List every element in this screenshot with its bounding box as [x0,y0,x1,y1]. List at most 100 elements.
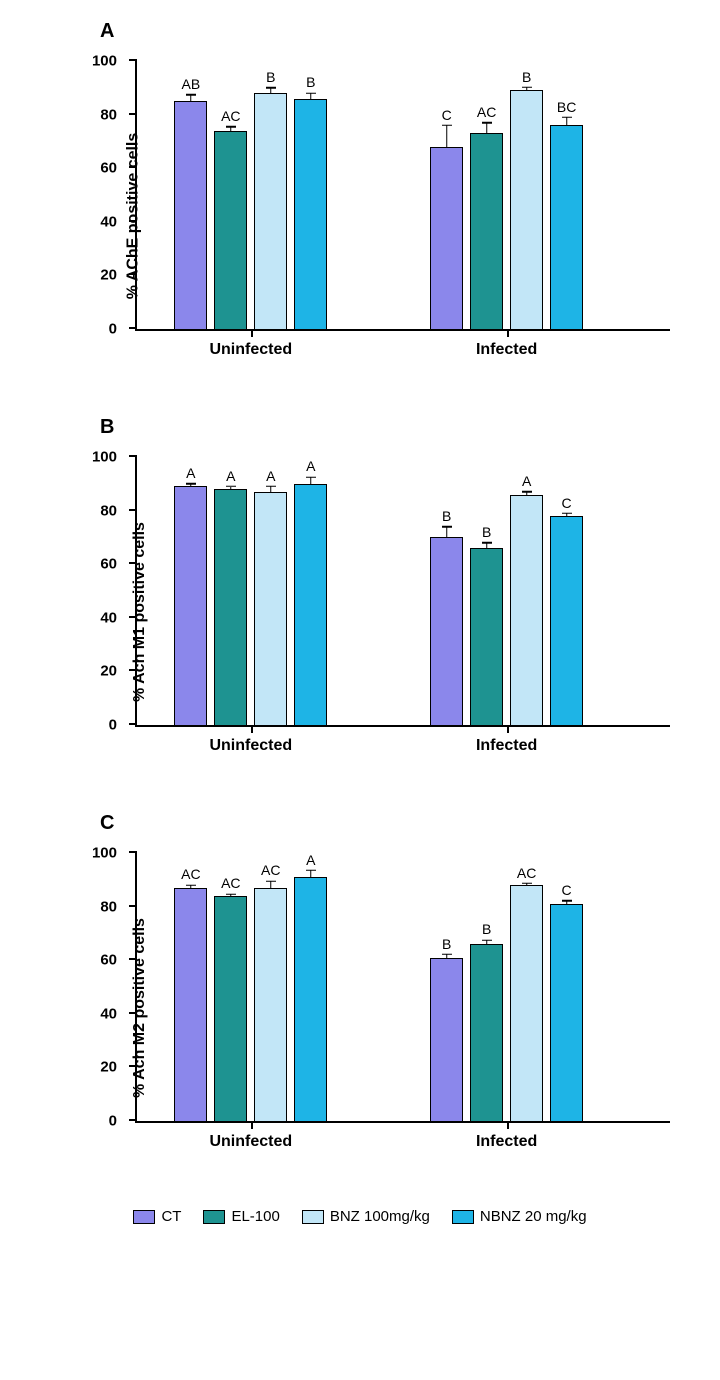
y-tick: 20 [129,1065,137,1067]
chart-wrapper: % Ach M1 positive cells020406080100AAAAU… [60,447,690,777]
y-tick: 40 [129,1012,137,1014]
error-cap [226,126,236,128]
error-bar [310,870,312,877]
error-bar [190,95,192,102]
y-tick-label: 40 [100,609,117,626]
bar-EL100 [214,131,247,329]
bar-EL100 [214,489,247,725]
error-bar [446,527,448,538]
bar-NBNZ20 [294,484,327,725]
y-tick: 60 [129,166,137,168]
bar-EL100 [470,548,503,725]
bar-NBNZ20 [550,904,583,1121]
bar-BNZ100 [510,495,543,725]
bar-NBNZ20 [550,516,583,725]
error-cap [522,87,532,89]
bar-NBNZ20 [294,877,327,1121]
x-tick [507,725,509,733]
significance-label: B [482,921,491,937]
panel-B: B% Ach M1 positive cells020406080100AAAA… [30,416,690,777]
bar-CT [430,958,463,1121]
significance-label: BC [557,99,576,115]
significance-label: A [522,473,531,489]
error-bar [566,117,568,125]
error-bar [486,543,488,548]
bar-BNZ100 [254,93,287,329]
y-tick-label: 80 [100,502,117,519]
bar-BNZ100 [510,885,543,1121]
panel-letter: C [100,812,690,835]
x-group-label: Uninfected [209,737,292,755]
error-cap [482,939,492,941]
bar-EL100 [214,896,247,1121]
significance-label: AC [221,108,240,124]
legend-label: EL-100 [231,1208,279,1225]
significance-label: C [562,882,572,898]
significance-label: B [306,74,315,90]
error-bar [310,477,312,484]
panel-A: A% AChE positive cells020406080100ABACBB… [30,20,690,381]
significance-label: C [442,107,452,123]
error-bar [446,125,448,146]
y-tick-label: 20 [100,1059,117,1076]
x-tick [507,329,509,337]
error-cap [562,117,572,119]
y-tick-label: 40 [100,1005,117,1022]
plot-area: 020406080100ABACBBUninfectedCACBBCInfect… [135,61,670,331]
error-cap [306,92,316,94]
error-cap [306,870,316,872]
legend-label: CT [161,1208,181,1225]
y-tick-label: 100 [92,845,117,862]
panel-letter: A [100,20,690,43]
bar-BNZ100 [254,492,287,725]
bar-EL100 [470,133,503,329]
y-tick: 80 [129,113,137,115]
y-tick-label: 40 [100,213,117,230]
chart-wrapper: % AChE positive cells020406080100ABACBBU… [60,51,690,381]
y-tick-label: 0 [109,1113,117,1130]
legend-label: NBNZ 20 mg/kg [480,1208,587,1225]
bar-NBNZ20 [294,99,327,329]
significance-label: A [226,468,235,484]
error-cap [482,542,492,544]
plot-area: 020406080100AAAAUninfectedBBACInfected [135,457,670,727]
significance-label: B [522,69,531,85]
y-tick-label: 60 [100,556,117,573]
legend-swatch [452,1210,474,1224]
significance-label: AC [261,862,280,878]
significance-label: AC [517,865,536,881]
y-tick: 0 [129,327,137,329]
plot-area: 020406080100ACACACAUninfectedBBACCInfect… [135,853,670,1123]
x-group-label: Uninfected [209,1133,292,1151]
y-tick: 0 [129,723,137,725]
bar-NBNZ20 [550,125,583,329]
x-group-label: Infected [476,1133,537,1151]
error-cap [522,883,532,885]
legend-item-NBNZ20: NBNZ 20 mg/kg [452,1208,587,1225]
y-tick: 100 [129,455,137,457]
significance-label: AC [221,875,240,891]
significance-label: B [442,508,451,524]
legend: CTEL-100BNZ 100mg/kgNBNZ 20 mg/kg [30,1208,690,1225]
legend-item-EL100: EL-100 [203,1208,279,1225]
y-tick-label: 60 [100,160,117,177]
error-cap [266,486,276,488]
bar-CT [430,537,463,725]
significance-label: A [306,458,315,474]
significance-label: B [266,69,275,85]
error-cap [482,122,492,124]
error-cap [562,900,572,902]
error-cap [306,476,316,478]
error-cap [226,893,236,895]
y-tick-label: 60 [100,952,117,969]
significance-label: A [266,468,275,484]
x-tick [507,1121,509,1129]
y-tick-label: 0 [109,717,117,734]
significance-label: B [482,524,491,540]
x-tick [251,725,253,733]
panel-letter: B [100,416,690,439]
bar-CT [174,888,207,1121]
y-tick: 40 [129,220,137,222]
chart-wrapper: % Ach M2 positive cells020406080100ACACA… [60,843,690,1173]
y-tick-label: 20 [100,267,117,284]
